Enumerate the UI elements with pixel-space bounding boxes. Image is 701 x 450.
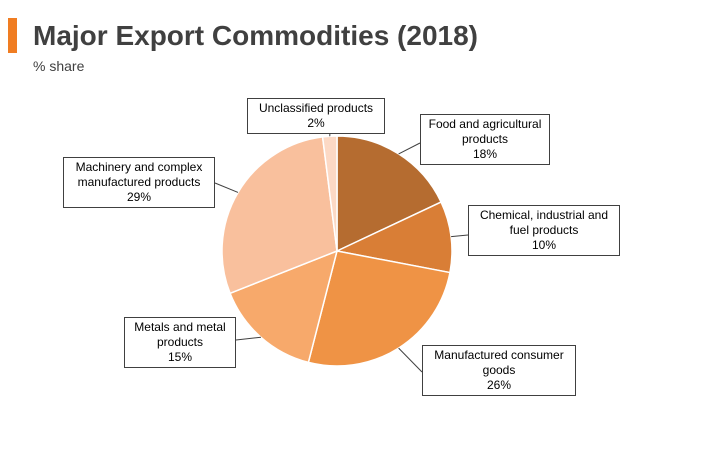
slice-label-chemical: Chemical, industrial and fuel products xyxy=(479,208,609,237)
pie-slice-machinery xyxy=(221,136,338,295)
callout-unclassified: Unclassified products 2% xyxy=(247,98,385,134)
slice-value-chemical: 10% xyxy=(531,238,557,252)
pie-slice-chemical xyxy=(334,201,453,274)
callout-consumer-goods: Manufactured consumer goods 26% xyxy=(422,345,576,396)
pie-slice-metals xyxy=(229,249,339,364)
slice-label-consumer-goods: Manufactured consumer goods xyxy=(434,348,564,377)
leader-line-metals xyxy=(235,336,262,341)
callout-food: Food and agricultural products 18% xyxy=(420,114,550,165)
leader-line-food xyxy=(398,142,421,155)
slice-label-food: Food and agricultural products xyxy=(428,117,542,146)
leader-line-consumer-goods xyxy=(398,347,423,373)
slice-value-machinery: 29% xyxy=(126,190,152,204)
slice-value-food: 18% xyxy=(472,147,498,161)
slice-value-metals: 15% xyxy=(167,350,193,364)
pie-slice-consumer-goods xyxy=(307,250,451,367)
slice-label-unclassified: Unclassified products xyxy=(258,101,374,115)
callout-chemical: Chemical, industrial and fuel products 1… xyxy=(468,205,620,256)
chart-subtitle: % share xyxy=(33,58,85,74)
slice-label-metals: Metals and metal products xyxy=(134,320,226,349)
chart-title: Major Export Commodities (2018) xyxy=(33,20,478,51)
slice-label-machinery: Machinery and complex manufactured produ… xyxy=(75,160,203,189)
leader-line-machinery xyxy=(214,182,239,193)
slice-value-unclassified: 2% xyxy=(307,116,325,130)
pie-slice-food xyxy=(336,135,443,253)
callout-metals: Metals and metal products 15% xyxy=(124,317,236,368)
leader-line-chemical xyxy=(451,234,469,238)
title-accent-bar xyxy=(8,18,17,53)
callout-machinery: Machinery and complex manufactured produ… xyxy=(63,157,215,208)
slice-value-consumer-goods: 26% xyxy=(486,378,512,392)
